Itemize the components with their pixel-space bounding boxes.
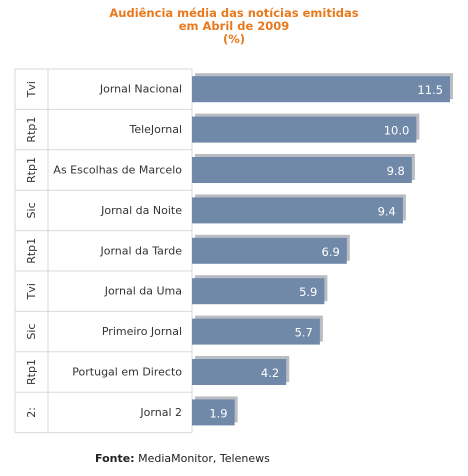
channel-label: Rtp1 <box>25 157 38 183</box>
chart-title-line-1: Audiência média das notícias emitidas <box>109 6 359 20</box>
category-label: TeleJornal <box>128 123 182 136</box>
category-label: Jornal Nacional <box>99 83 182 96</box>
bar <box>192 318 320 345</box>
bar-chart: Tvi Jornal Nacional 11.5 Rtp1 TeleJornal 10.0… <box>14 68 453 434</box>
bar <box>192 278 325 305</box>
chart-title-line-2: em Abril de 2009 <box>178 19 290 33</box>
channel-label: Rtp1 <box>25 359 38 385</box>
bar <box>192 157 412 183</box>
data-label: 1.9 <box>209 406 227 420</box>
bar <box>192 359 287 385</box>
chart-title: Audiência média das notícias emitidas em… <box>0 7 468 46</box>
data-label: 11.5 <box>417 83 443 97</box>
category-label: Jornal da Noite <box>100 204 182 217</box>
bar <box>192 116 417 143</box>
category-label: Jornal da Tarde <box>99 244 182 257</box>
source-note: Fonte: MediaMonitor, Telenews <box>95 452 270 465</box>
source-text: MediaMonitor, Telenews <box>134 452 270 465</box>
bar <box>192 197 403 224</box>
data-label: 10.0 <box>384 124 410 138</box>
channel-label: Tvi <box>25 81 38 98</box>
bar <box>192 399 235 426</box>
data-label: 9.8 <box>387 164 405 178</box>
category-label: Primeiro Jornal <box>102 325 182 338</box>
data-label: 6.9 <box>322 245 340 259</box>
category-label: Jornal 2 <box>139 406 182 419</box>
data-label: 5.7 <box>295 326 313 340</box>
channel-label: Sic <box>25 324 38 340</box>
channel-label: Tvi <box>25 283 38 300</box>
data-label: 5.9 <box>299 285 317 299</box>
bar <box>192 76 450 103</box>
category-label: Jornal da Uma <box>104 285 182 298</box>
category-label: Portugal em Directo <box>72 366 182 379</box>
data-label: 4.2 <box>261 366 279 380</box>
data-label: 9.4 <box>378 204 396 218</box>
channel-label: Sic <box>25 202 38 218</box>
category-label: As Escolhas de Marcelo <box>53 164 182 177</box>
channel-label: Rtp1 <box>25 117 38 143</box>
channel-label: 2: <box>25 407 38 418</box>
channel-label: Rtp1 <box>25 238 38 264</box>
chart-title-line-3: (%) <box>222 32 246 46</box>
bar <box>192 237 347 264</box>
source-label: Fonte: <box>95 452 135 465</box>
